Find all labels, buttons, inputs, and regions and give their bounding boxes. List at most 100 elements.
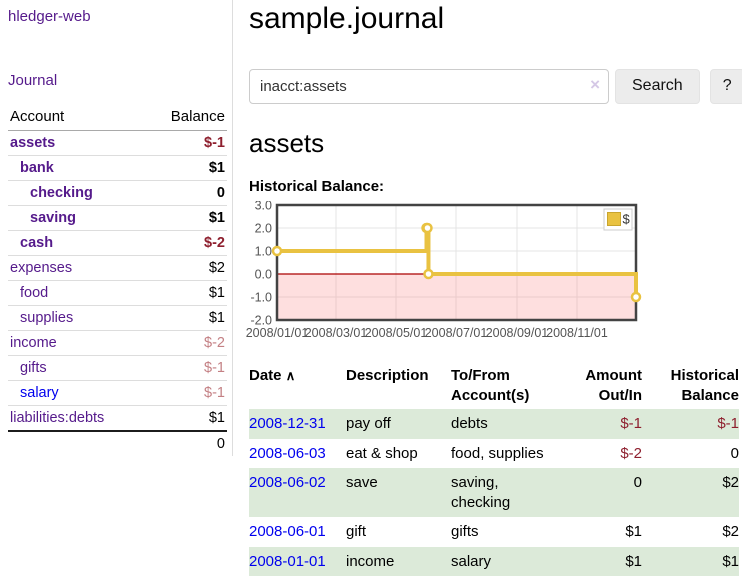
plot-border <box>275 203 638 322</box>
header-label: Date <box>249 367 282 385</box>
sidebar-account-link[interactable]: bank <box>20 160 54 176</box>
account-heading: assets <box>249 127 325 158</box>
sidebar-account-link[interactable]: salary <box>20 385 59 401</box>
y-tick-label: 3.0 <box>255 201 272 213</box>
y-tick-label: 1.0 <box>255 245 272 259</box>
register-date-link[interactable]: 2008-06-03 <box>249 444 326 462</box>
account-row: food $1 <box>8 280 227 306</box>
balance-cell: $1 <box>722 552 739 570</box>
amount-cell: $1 <box>625 552 642 570</box>
account-row: saving $1 <box>8 205 227 231</box>
register-table-body: 2008-12-31 pay off debts $-1 $-1 2008-06-03 ea… <box>249 409 739 577</box>
register-col-header: Historical Balance <box>642 364 739 409</box>
account-row: expenses $2 <box>8 255 227 281</box>
register-date-link[interactable]: 2008-01-01 <box>249 552 326 570</box>
account-row: salary $-1 <box>8 380 227 406</box>
x-tick-label: 2008/03/01 <box>305 326 368 340</box>
y-tick-label: 2.0 <box>255 222 272 236</box>
account-balance: $-1 <box>145 355 227 381</box>
sidebar-account-link[interactable]: checking <box>30 185 93 201</box>
accounts-cell: debts <box>451 415 488 433</box>
register-row: 2008-01-01 income salary $1 $1 <box>249 546 739 577</box>
amount-cell: $-2 <box>620 444 642 462</box>
chart-container: $3.0 2.0 1.0 0.0 -1.0 -2.0 2008/01/01 2008/03/0… <box>243 199 742 345</box>
accounts-cell: salary <box>451 552 492 570</box>
register-col-header: Amount Out/In <box>551 364 642 409</box>
header-label: To/From <box>451 367 510 385</box>
account-row: checking 0 <box>8 180 227 206</box>
clear-search-icon[interactable]: × <box>590 74 600 94</box>
sidebar-account-link[interactable]: assets <box>10 135 56 151</box>
register-table: Date ∧ Description To/From Account(s) Amount… <box>249 364 739 577</box>
help-button[interactable]: ? <box>709 68 742 104</box>
register-date-link[interactable]: 2008-06-02 <box>249 474 326 492</box>
account-balance: $2 <box>145 255 227 281</box>
description-cell: pay off <box>346 415 391 433</box>
date-cell: 2008-12-31 <box>249 409 346 439</box>
account-balance: $1 <box>145 405 227 432</box>
balance-cell: 0 <box>730 444 739 462</box>
account-row: assets $-1 <box>8 130 227 156</box>
account-row: income $-2 <box>8 330 227 356</box>
register-date-link[interactable]: 2008-06-01 <box>249 523 326 541</box>
x-tick-label: 2008/11/01 <box>546 326 608 340</box>
date-cell: 2008-06-03 <box>249 439 346 469</box>
y-tick-label: 0.0 <box>255 268 272 282</box>
sidebar-account-link[interactable]: liabilities:debts <box>10 410 105 426</box>
account-row: gifts $-1 <box>8 355 227 381</box>
accounts-cell: saving, checking <box>451 474 511 511</box>
description-cell: eat & shop <box>346 444 418 462</box>
sidebar-account-link[interactable]: expenses <box>10 260 73 276</box>
sidebar-account-link[interactable]: food <box>20 285 49 301</box>
sidebar-account-link[interactable]: saving <box>30 210 76 226</box>
sidebar: hledger-web Journal Account Balance asse… <box>0 0 233 456</box>
header-label: Description <box>346 367 429 385</box>
main-content: sample.journal × Search ? assets Histori… <box>233 0 742 577</box>
date-cell: 2008-06-01 <box>249 517 346 547</box>
nav-journal-link[interactable]: Journal <box>8 72 58 89</box>
header-label: Amount <box>585 367 642 385</box>
register-header-row: Date ∧ Description To/From Account(s) Amount… <box>249 364 739 409</box>
sidebar-account-link[interactable]: cash <box>20 235 54 251</box>
register-row: 2008-06-03 eat & shop food, supplies $-2 0 <box>249 439 739 469</box>
register-col-header: To/From Account(s) <box>451 364 551 409</box>
app-brand-link[interactable]: hledger-web <box>8 8 91 25</box>
register-date-link[interactable]: 2008-12-31 <box>249 415 326 433</box>
accounts-header-row: Account Balance <box>8 105 227 131</box>
description-cell: save <box>346 474 378 492</box>
data-point-marker <box>422 222 433 234</box>
date-cell: 2008-06-02 <box>249 468 346 517</box>
y-tick-label: -1.0 <box>250 291 272 305</box>
search-form: × Search ? <box>249 68 742 104</box>
account-balance: $1 <box>145 280 227 306</box>
register-row: 2008-06-02 save saving, checking 0 $2 <box>249 468 739 518</box>
data-point-marker <box>271 245 283 257</box>
header-label: Account(s) <box>451 386 530 404</box>
data-point-marker <box>630 291 642 303</box>
account-balance: $-1 <box>145 130 227 156</box>
sidebar-account-link[interactable]: income <box>10 335 57 351</box>
account-balance: $-2 <box>145 230 227 256</box>
balance-cell: $2 <box>722 474 739 492</box>
sidebar-account-link[interactable]: gifts <box>20 360 47 376</box>
account-row: cash $-2 <box>8 230 227 256</box>
description-cell: income <box>346 552 395 570</box>
balance-cell: $2 <box>722 523 739 541</box>
series-swatch-icon <box>607 212 621 227</box>
account-balance: $1 <box>145 305 227 331</box>
accounts-total-value: 0 <box>145 430 227 456</box>
description-cell: gift <box>346 523 367 541</box>
sidebar-account-link[interactable]: supplies <box>20 310 74 326</box>
historical-balance-chart: $3.0 2.0 1.0 0.0 -1.0 -2.02008/01/012008/03/0… <box>246 199 642 340</box>
search-input-wrap: × <box>249 68 609 104</box>
register-col-header[interactable]: Date ∧ <box>249 364 346 409</box>
accounts-col-header-balance: Balance <box>145 105 227 131</box>
date-cell: 2008-01-01 <box>249 547 346 577</box>
negative-region <box>277 274 636 321</box>
accounts-col-header-account: Account <box>8 105 146 131</box>
search-button[interactable]: Search <box>615 68 700 104</box>
data-point-marker <box>423 268 434 280</box>
register-row: 2008-12-31 pay off debts $-1 $-1 <box>249 409 739 439</box>
y-tick-label: -2.0 <box>250 314 272 328</box>
search-input[interactable] <box>249 68 609 104</box>
